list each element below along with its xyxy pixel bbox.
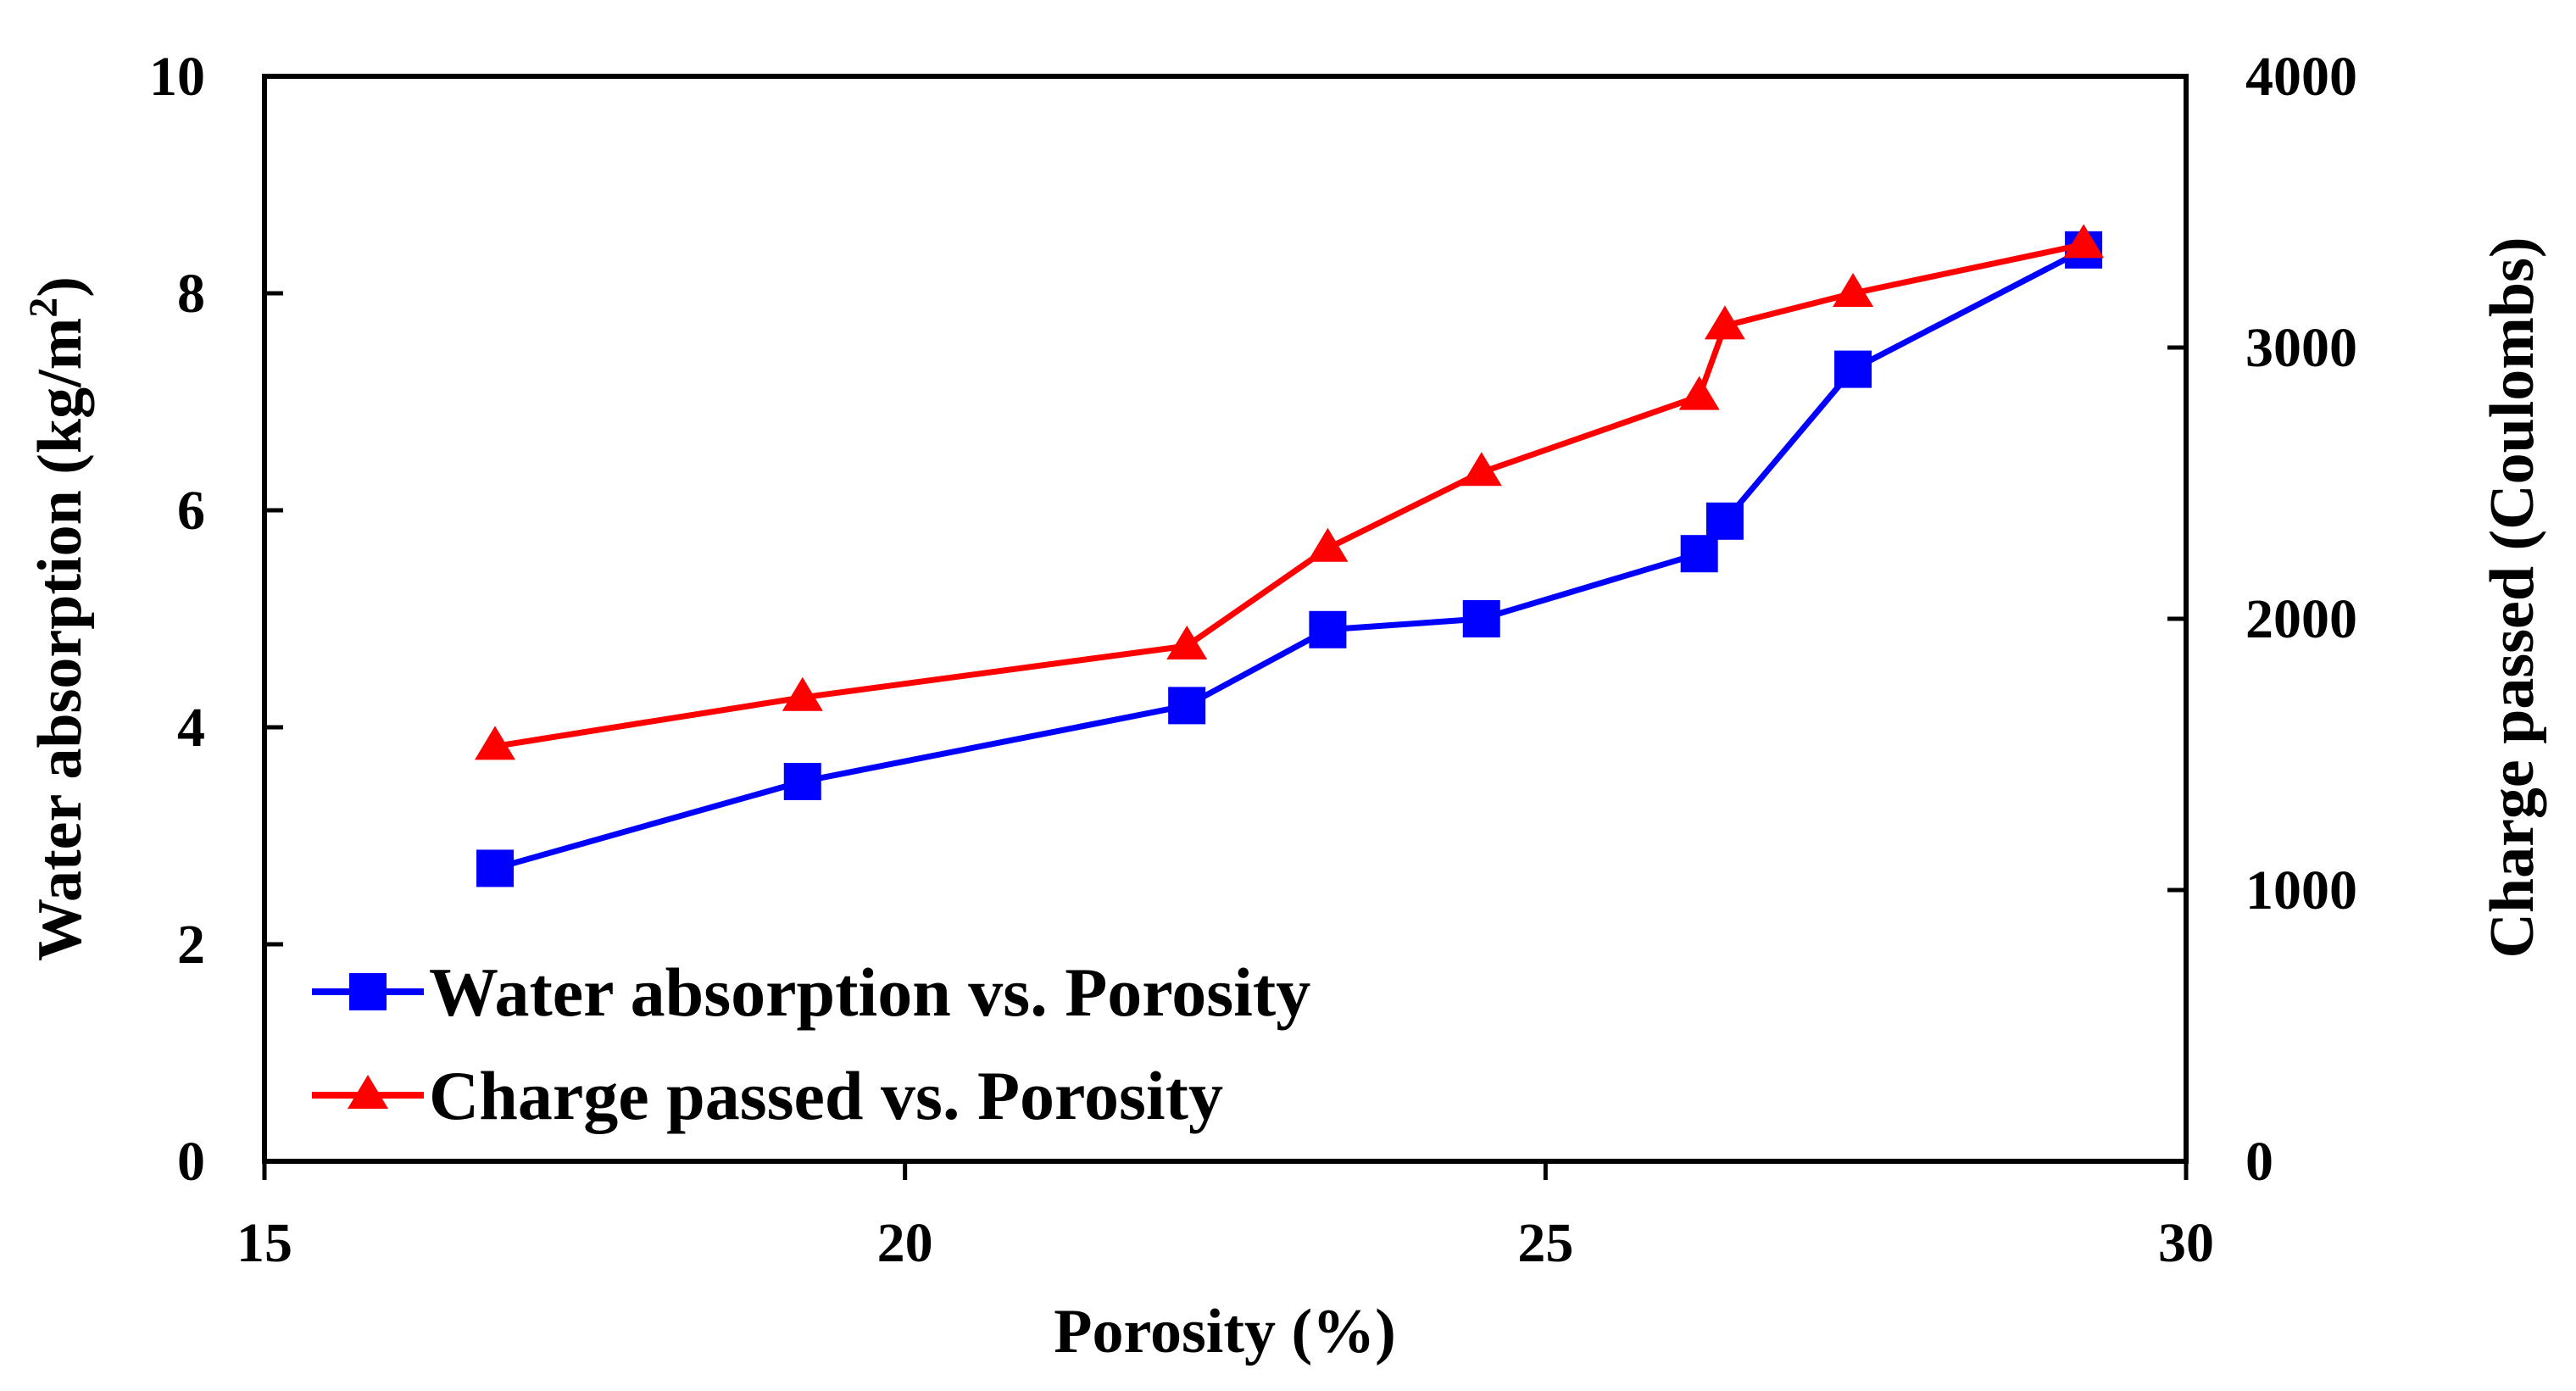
legend-label-water: Water absorption vs. Porosity <box>429 954 1310 1031</box>
data-point-triangle <box>1833 273 1874 307</box>
data-point-triangle <box>475 726 515 760</box>
data-point-triangle <box>1307 527 1349 562</box>
y-tick-label: 4 <box>177 697 205 759</box>
x-tick-label: 30 <box>2158 1212 2214 1274</box>
legend-item-water: Water absorption vs. Porosity <box>312 954 1310 1031</box>
data-point-triangle <box>782 676 823 711</box>
data-point-square <box>1462 600 1500 637</box>
legend: Water absorption vs. Porosity Charge pas… <box>312 954 1310 1134</box>
data-point-square <box>1680 535 1718 573</box>
y-tick-label: 2 <box>177 914 205 976</box>
data-point-triangle <box>1460 452 1502 487</box>
legend-marker-square <box>349 973 387 1010</box>
legend-item-charge: Charge passed vs. Porosity <box>312 1057 1223 1134</box>
data-point-square <box>1705 502 1744 540</box>
data-point-square <box>1309 610 1347 648</box>
y2-tick-label: 1000 <box>2245 860 2357 921</box>
data-point-square <box>1168 687 1206 725</box>
data-point-square <box>783 763 821 800</box>
y2-tick-label: 3000 <box>2245 317 2357 379</box>
y-axis-title: Water absorption (kg/m2) <box>21 276 95 961</box>
data-point-triangle <box>1166 626 1208 659</box>
y-axis-right: 0 1000 2000 3000 4000 <box>2167 46 2357 1193</box>
data-point-triangle <box>2063 224 2105 259</box>
x-axis: 15 20 25 30 <box>236 1161 2214 1274</box>
y-axis-title-superscript: 2 <box>21 298 66 318</box>
y-tick-label: 6 <box>177 480 205 542</box>
data-point-square <box>476 849 515 887</box>
legend-label-charge: Charge passed vs. Porosity <box>429 1057 1223 1134</box>
y-axis-title-main: Water absorption (kg/m <box>25 318 95 961</box>
x-tick-label: 25 <box>1517 1212 1573 1274</box>
y-axis-left: 0 2 4 6 8 10 <box>149 46 283 1193</box>
x-axis-title: Porosity (%) <box>1054 1297 1396 1366</box>
y-axis-title-suffix: ) <box>25 276 95 298</box>
series-layer <box>475 224 2105 887</box>
y2-tick-label: 0 <box>2245 1131 2273 1193</box>
series-line-0 <box>494 247 2085 871</box>
data-point-triangle <box>1704 305 1745 340</box>
data-point-square <box>1834 350 1872 388</box>
legend-marker-triangle <box>348 1075 388 1109</box>
y2-tick-label: 2000 <box>2245 588 2357 650</box>
y2-tick-label: 4000 <box>2245 46 2357 108</box>
series-line-1 <box>494 241 2084 749</box>
x-tick-label: 15 <box>236 1212 292 1274</box>
y2-axis-title: Charge passed (Coulombs) <box>2478 236 2547 958</box>
x-tick-label: 20 <box>877 1212 933 1274</box>
y-tick-label: 0 <box>177 1131 205 1193</box>
y-tick-label: 10 <box>149 46 205 108</box>
data-point-triangle <box>1678 376 1720 410</box>
y-tick-label: 8 <box>177 263 205 325</box>
